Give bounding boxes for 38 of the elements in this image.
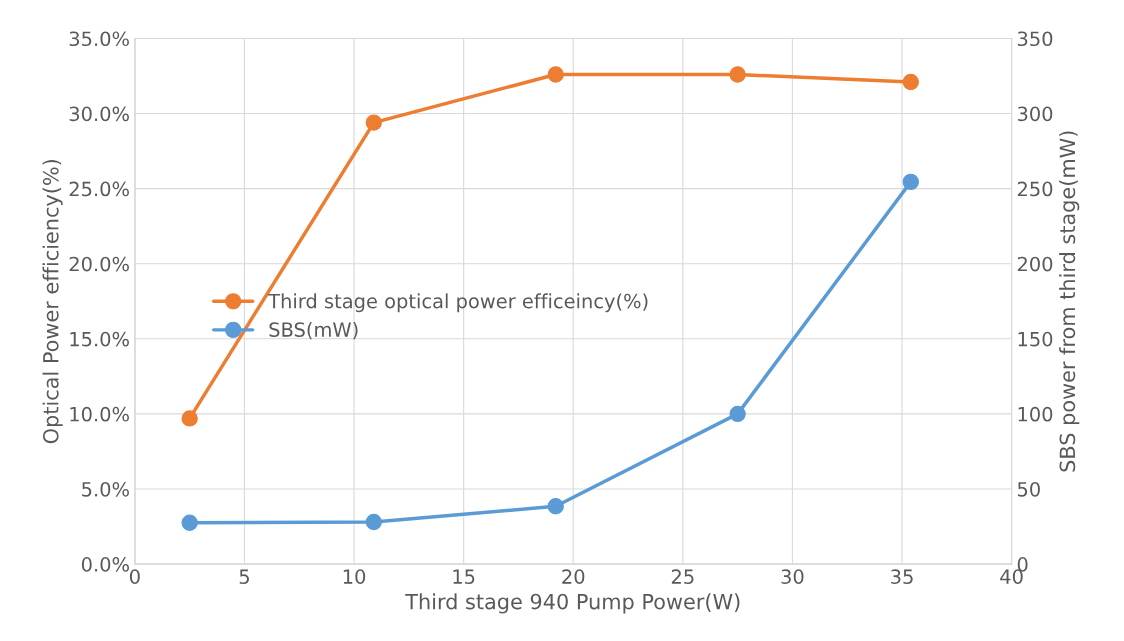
y-tick-label: 20.0% — [69, 256, 129, 272]
x-tick-label: 15 — [453, 569, 475, 584]
x-tick-label: 30 — [781, 569, 804, 584]
point — [729, 66, 746, 83]
y2-tick-label: 200 — [1017, 256, 1053, 272]
x-tick-label: 25 — [671, 569, 694, 584]
y2-tick-label: 350 — [1017, 31, 1053, 47]
x-tick-label: 35 — [891, 569, 913, 584]
y-tick-label: 35.0% — [69, 31, 129, 47]
legend-label: SBS(mW) — [269, 321, 358, 340]
y-tick-label: 0.0% — [81, 557, 129, 572]
y2-axis-title: SBS power from third stage(mW) — [1059, 131, 1080, 472]
x-tick-label: 20 — [562, 569, 585, 584]
x-tick-label: 0 — [129, 569, 140, 584]
y-tick-label: 10.0% — [70, 406, 129, 422]
point — [365, 114, 382, 131]
y-tick-label: 15.0% — [70, 331, 129, 347]
y2-tick-label: 150 — [1018, 331, 1053, 347]
x-tick-label: 10 — [343, 569, 366, 584]
point — [181, 410, 198, 427]
y-tick-label: 5.0% — [82, 481, 129, 497]
point — [547, 498, 564, 515]
point — [365, 513, 382, 531]
x-axis-title: Third stage 940 Pump Power(W) — [405, 593, 740, 614]
point — [547, 66, 564, 83]
y-axis-title: Optical Power efficiency(%) — [42, 159, 63, 444]
x-tick-label: 5 — [239, 569, 249, 584]
point — [902, 73, 919, 91]
point — [181, 514, 198, 531]
point — [902, 173, 919, 191]
legend-label: Third stage optical power efficeincy(%) — [268, 293, 648, 313]
y2-tick-label: 250 — [1017, 181, 1053, 197]
y2-tick-label: 300 — [1017, 106, 1053, 122]
y-tick-label: 25.0% — [69, 181, 129, 197]
point — [729, 405, 746, 423]
y2-tick-label: 100 — [1018, 406, 1053, 422]
y2-tick-label: 50 — [1017, 481, 1040, 497]
y-tick-label: 30.0% — [69, 106, 129, 122]
